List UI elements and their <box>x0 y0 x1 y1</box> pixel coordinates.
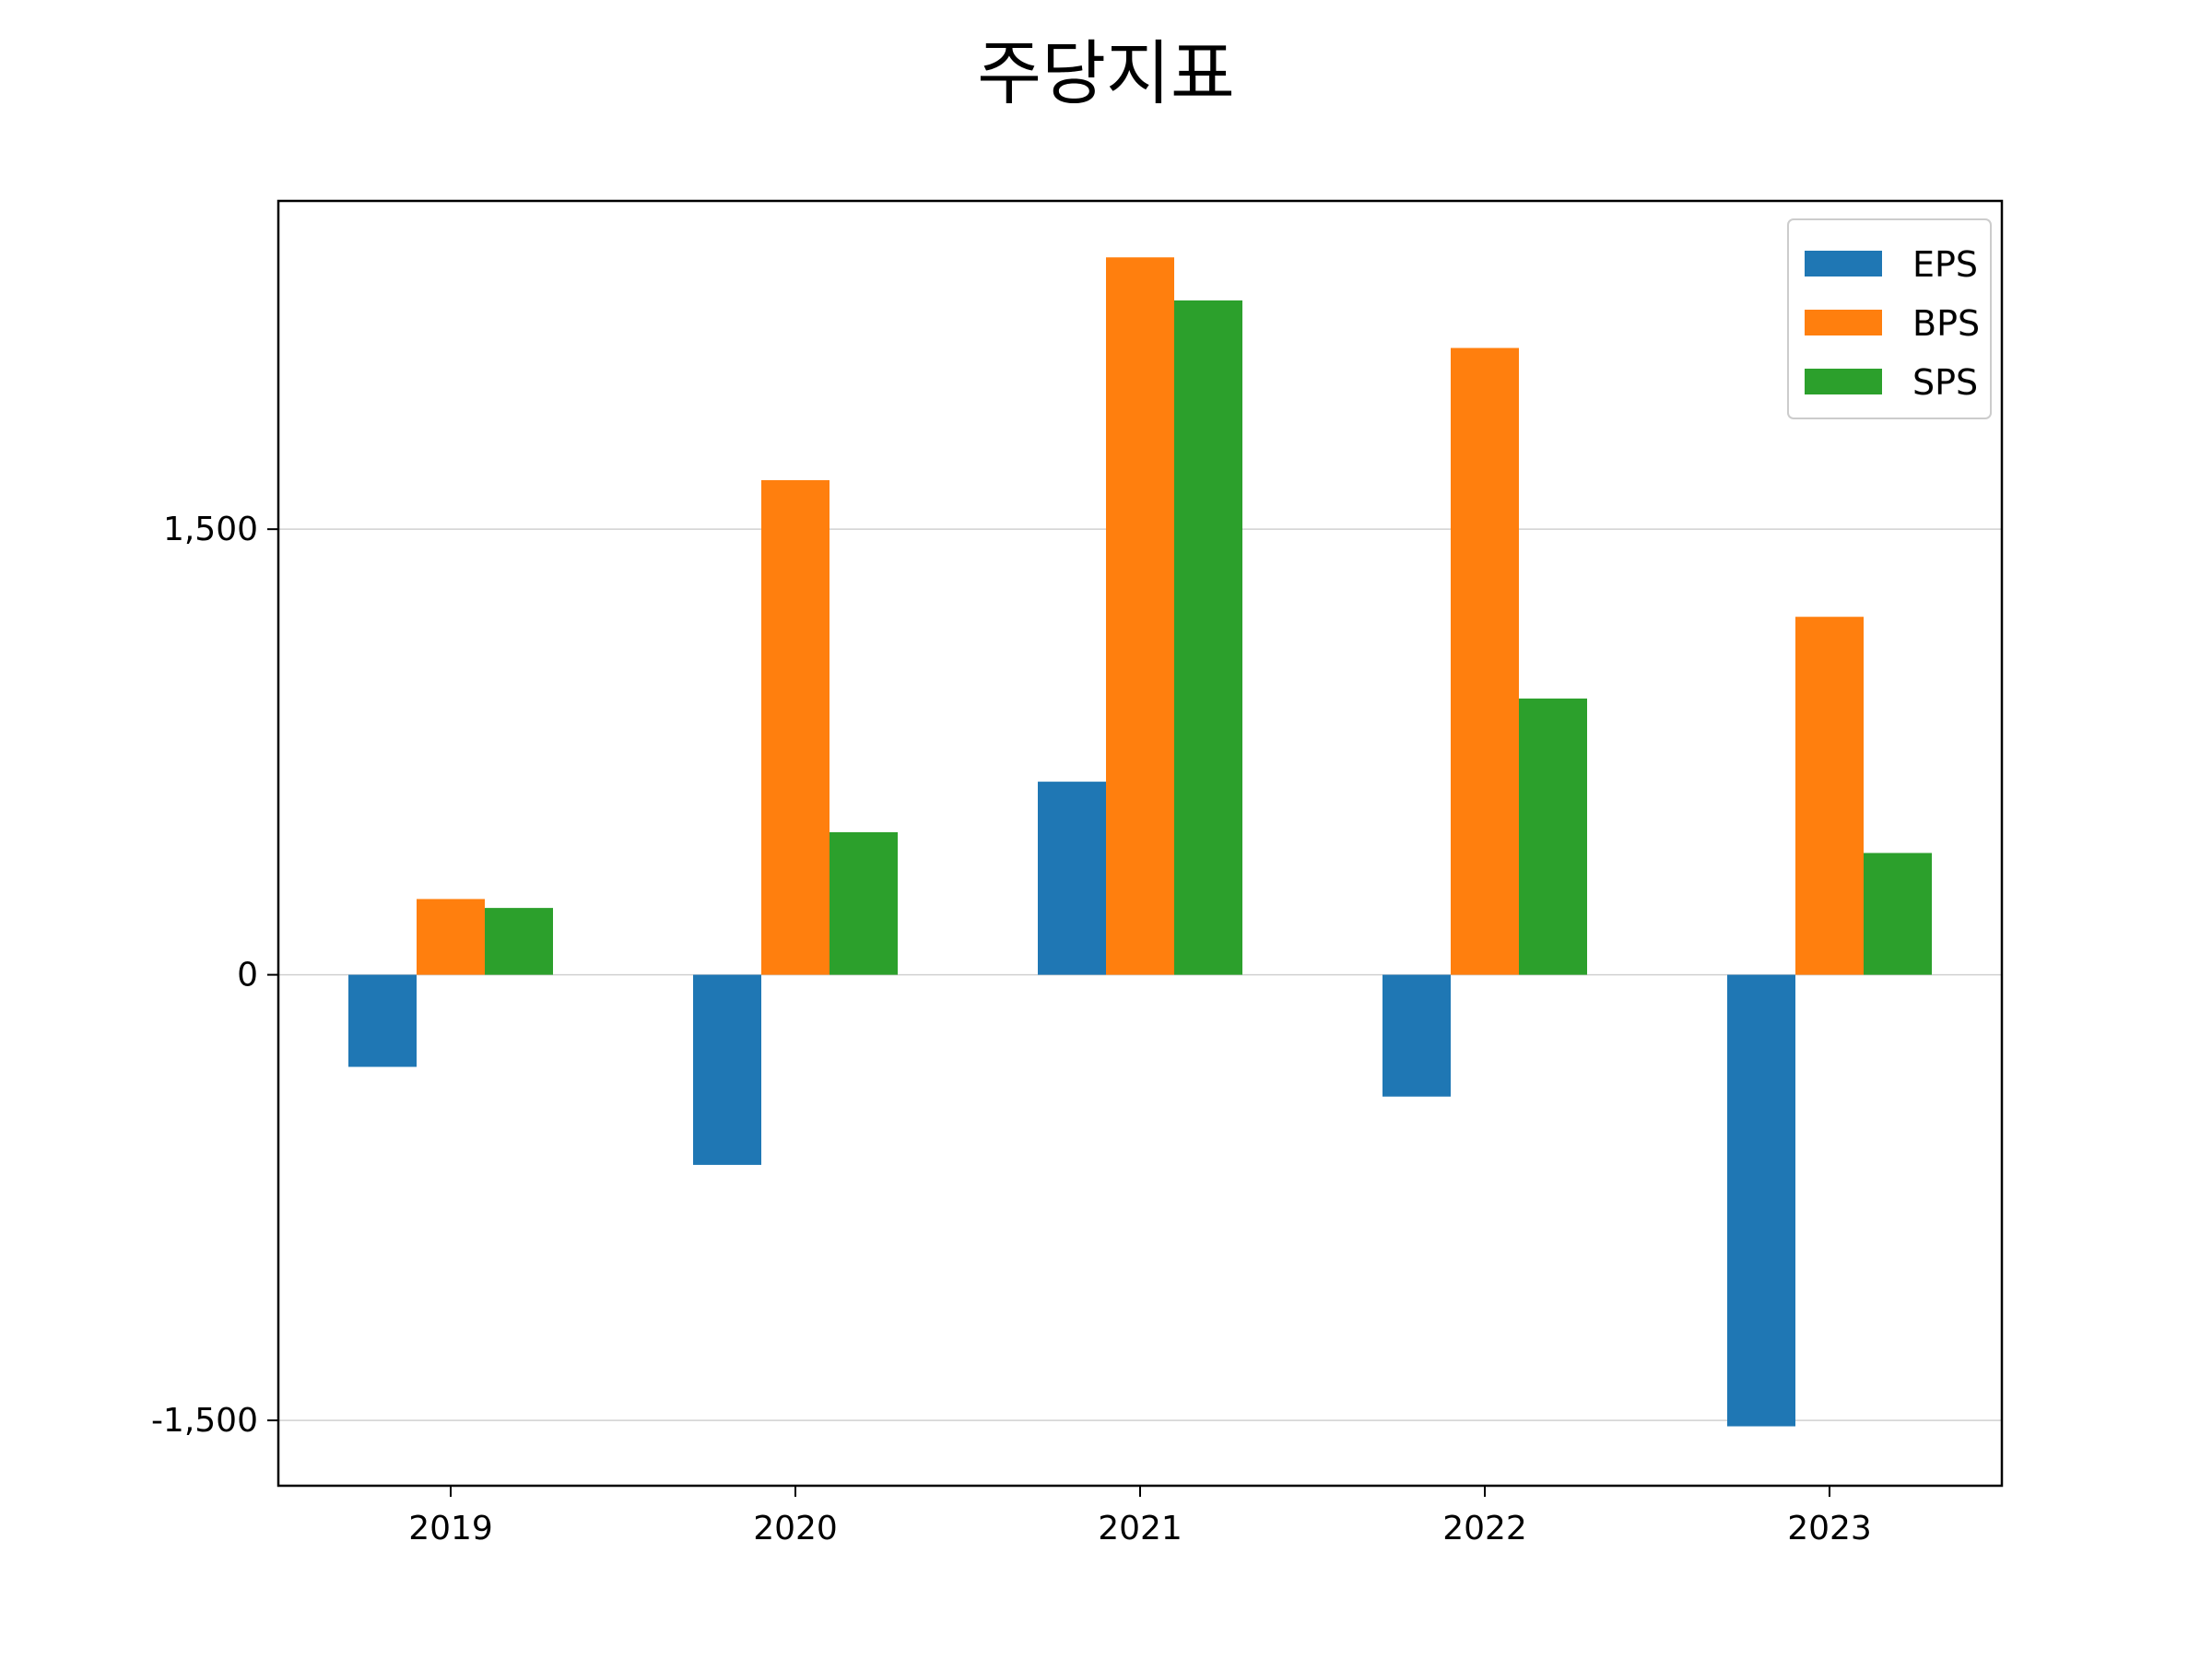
x-tick-label: 2020 <box>753 1510 838 1547</box>
bar-bps-2020 <box>761 479 830 975</box>
y-tick-label: 0 <box>237 957 258 994</box>
bar-eps-2022 <box>1382 974 1451 1097</box>
bar-bps-2023 <box>1795 617 1864 975</box>
y-tick-label: 1,500 <box>163 511 258 548</box>
bar-sps-2021 <box>1174 300 1242 975</box>
x-tick-label: 2021 <box>1098 1510 1182 1547</box>
bar-eps-2023 <box>1727 974 1795 1427</box>
bar-bps-2022 <box>1451 347 1519 975</box>
legend: EPS BPS SPS <box>1787 218 1992 419</box>
chart-title: 주당지표 <box>977 32 1235 114</box>
bars <box>348 257 1932 1427</box>
legend-label-bps: BPS <box>1912 303 1980 344</box>
x-tick-label: 2023 <box>1787 1510 1872 1547</box>
legend-label-sps: SPS <box>1912 362 1978 403</box>
legend-swatch-bps <box>1805 310 1882 335</box>
legend-swatch-sps <box>1805 369 1882 394</box>
bar-eps-2020 <box>693 974 761 1165</box>
legend-swatch-eps <box>1805 251 1882 276</box>
x-tick-label: 2022 <box>1442 1510 1527 1547</box>
x-tick-label: 2019 <box>408 1510 493 1547</box>
y-tick-label: -1,500 <box>151 1402 258 1440</box>
bar-sps-2019 <box>485 908 553 975</box>
bar-sps-2022 <box>1519 698 1587 975</box>
bar-bps-2021 <box>1106 257 1174 975</box>
bar-eps-2019 <box>348 974 417 1067</box>
bar-sps-2023 <box>1864 853 1932 975</box>
legend-label-eps: EPS <box>1912 244 1978 285</box>
bar-sps-2020 <box>830 831 898 975</box>
bar-bps-2019 <box>417 899 485 975</box>
bar-eps-2021 <box>1038 782 1106 975</box>
axes: -1,500 0 1,500 2019 2020 2021 2022 2023 <box>151 511 1872 1547</box>
